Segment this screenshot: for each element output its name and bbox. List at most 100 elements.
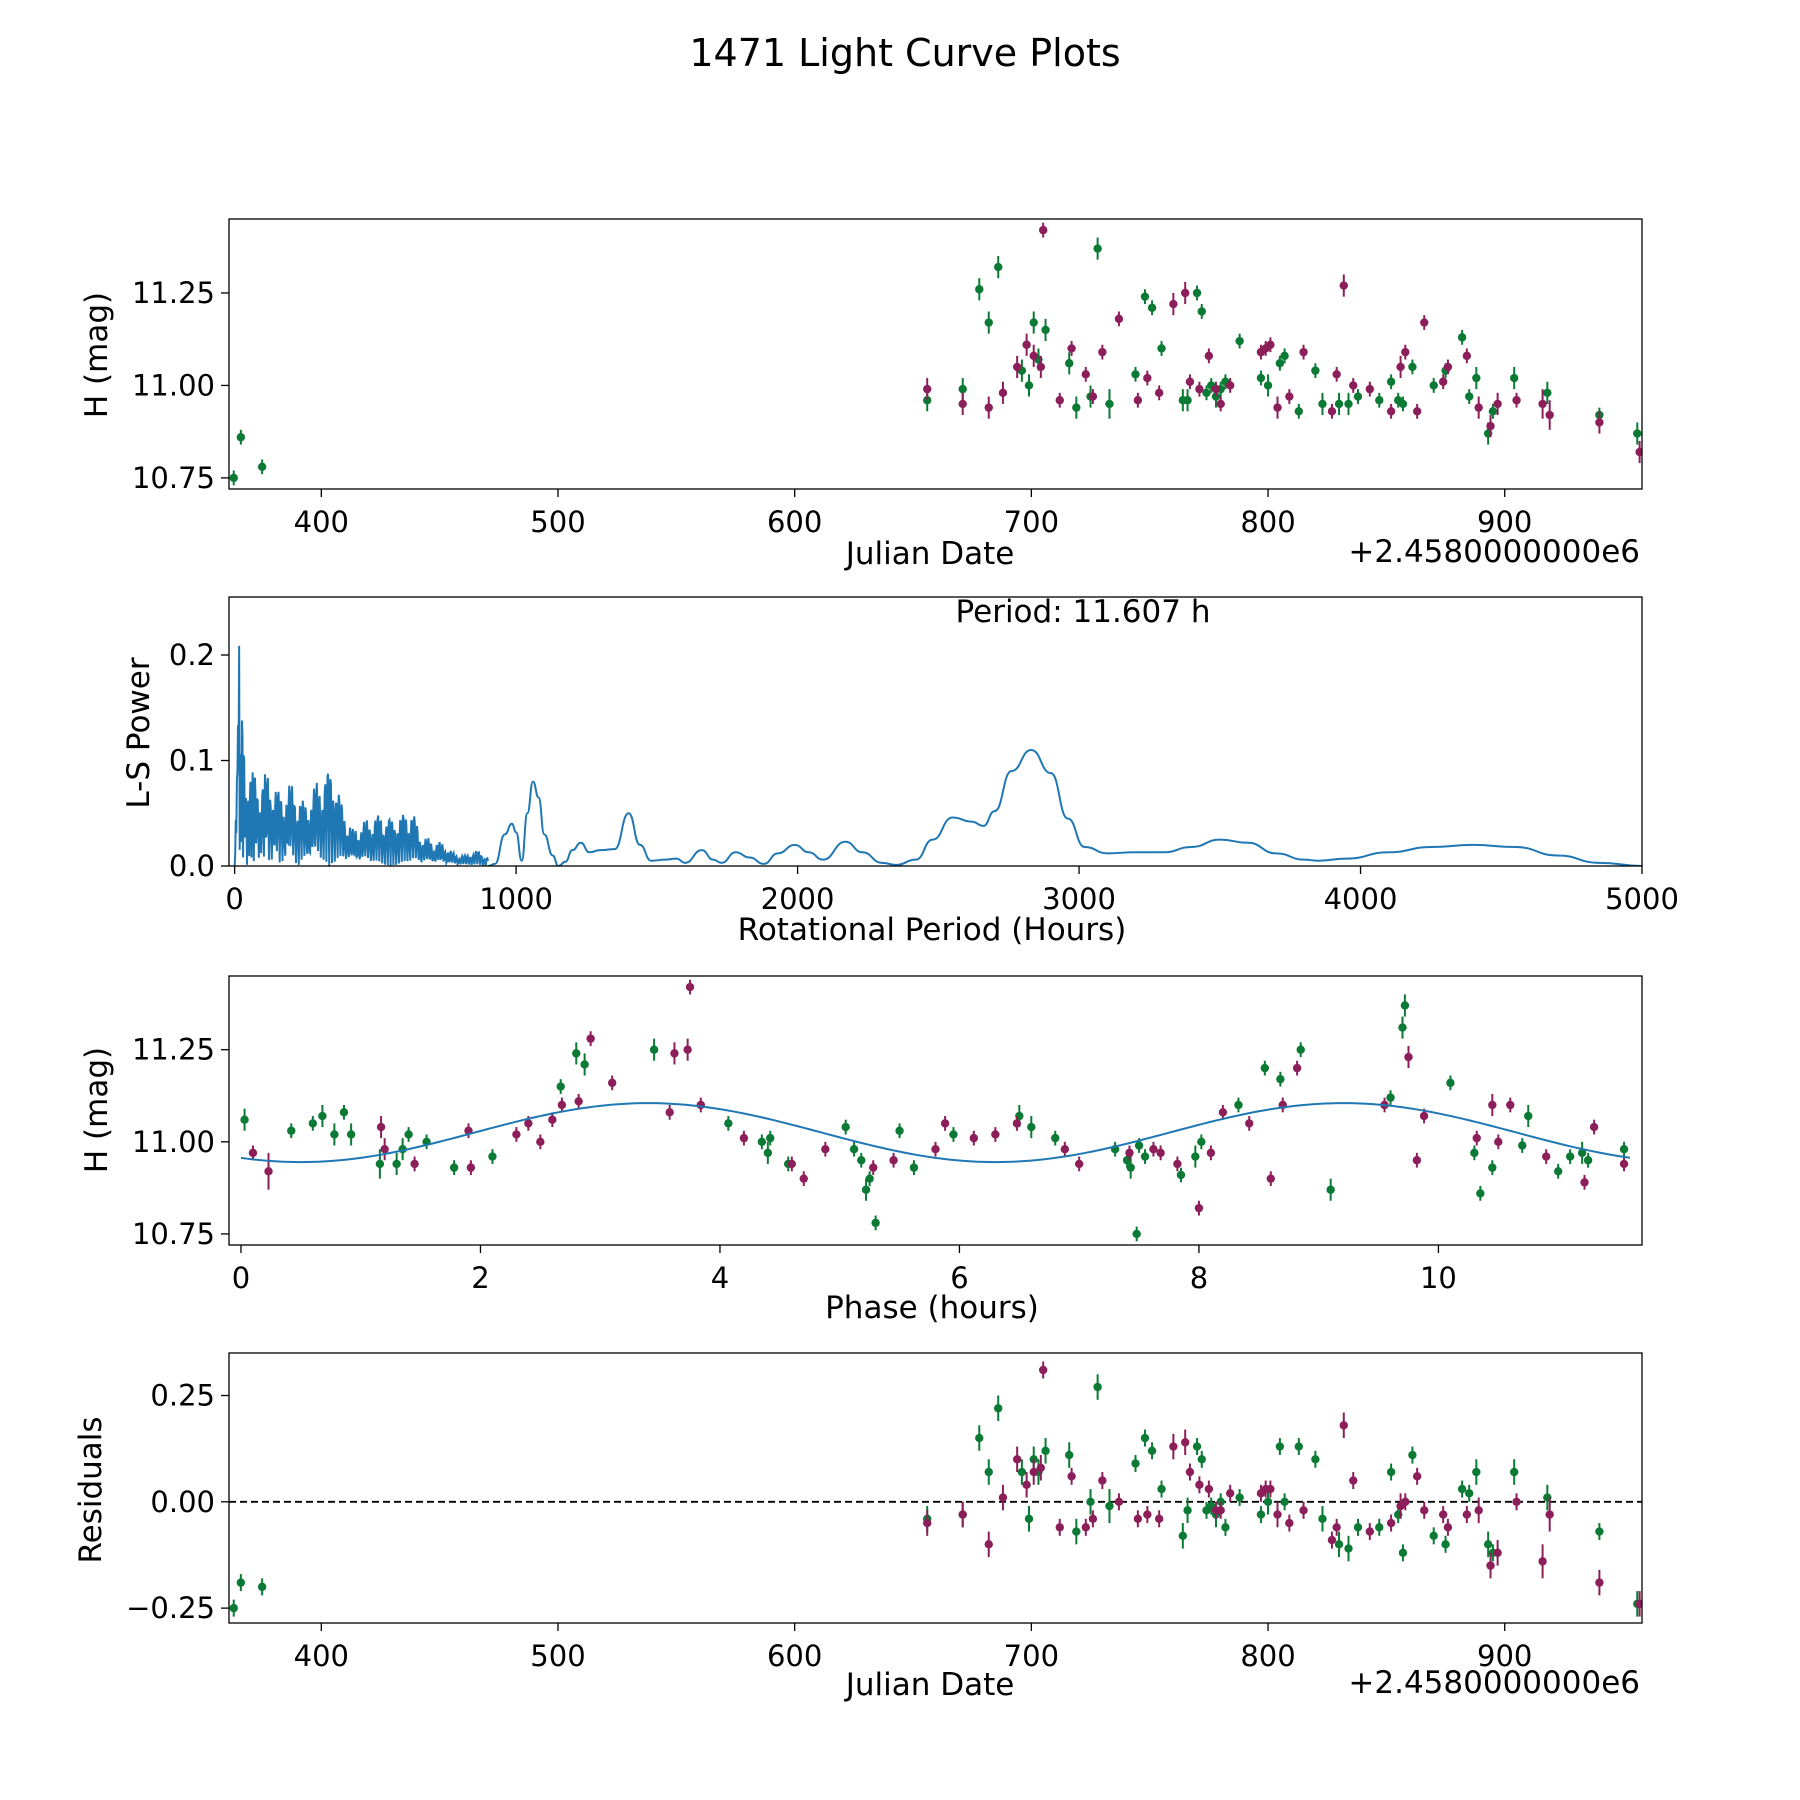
- periodogram-ytick-label: 0.1: [169, 744, 215, 778]
- lightcurve-point-green: [257, 462, 267, 472]
- residuals-point-green: [1065, 1450, 1074, 1460]
- phase-point-purple: [665, 1108, 674, 1117]
- residuals-point-purple: [1154, 1514, 1164, 1524]
- residuals-point-purple: [923, 1518, 932, 1528]
- phase-point-green: [1126, 1163, 1135, 1172]
- residuals-point-green: [1183, 1506, 1192, 1515]
- residuals-point-purple: [1038, 1365, 1048, 1375]
- phase-point-purple: [1173, 1159, 1182, 1169]
- phase-point-green: [318, 1111, 327, 1121]
- phase-point-green: [841, 1122, 850, 1132]
- phase-point-green: [1260, 1063, 1270, 1073]
- residuals-ytick-label: 0.00: [150, 1485, 215, 1519]
- residuals-point-purple: [1443, 1523, 1453, 1532]
- phase-xtick-label: 6: [950, 1261, 968, 1295]
- lightcurve-point-green: [1192, 288, 1202, 298]
- phase-point-purple: [1292, 1063, 1302, 1073]
- residuals-point-purple: [1088, 1514, 1098, 1524]
- residuals-point-purple: [1285, 1518, 1294, 1528]
- phase-point-purple: [1194, 1203, 1204, 1213]
- phase-point-green: [949, 1130, 958, 1139]
- phase-point-purple: [940, 1119, 950, 1128]
- lightcurve-point-purple: [958, 399, 967, 409]
- phase-point-green: [1446, 1078, 1455, 1088]
- residuals-panel: Julian Date Residuals +2.4580000000e6 40…: [73, 1352, 1643, 1703]
- residuals-point-green: [1263, 1497, 1273, 1507]
- phase-point-green: [724, 1119, 733, 1128]
- residuals-ytick-label: −0.25: [126, 1591, 215, 1625]
- phase-point-purple: [670, 1049, 679, 1058]
- periodogram-plot-area: [233, 645, 1642, 866]
- residuals-point-green: [984, 1467, 993, 1477]
- lightcurve-xtick-label: 800: [1240, 505, 1295, 539]
- lightcurve-point-green: [1465, 392, 1474, 401]
- phase-point-purple: [264, 1167, 273, 1176]
- lightcurve-point-purple: [1327, 407, 1337, 416]
- phase-point-green: [488, 1152, 497, 1161]
- residuals-xtick-label: 900: [1477, 1639, 1532, 1673]
- residuals-point-purple: [1098, 1476, 1107, 1485]
- phase-point-green: [1583, 1156, 1593, 1165]
- phase-point-green: [1051, 1133, 1060, 1143]
- phase-point-purple: [1404, 1052, 1413, 1062]
- residuals-point-green: [1017, 1467, 1027, 1477]
- residuals-point-purple: [1327, 1535, 1337, 1545]
- phase-point-green: [287, 1126, 296, 1135]
- phase-point-green: [392, 1159, 401, 1169]
- phase-point-green: [308, 1119, 318, 1128]
- lightcurve-point-green: [1065, 359, 1074, 368]
- phase-point-purple: [1589, 1122, 1599, 1132]
- residuals-point-green: [1024, 1514, 1034, 1524]
- lightcurve-frame: [228, 218, 1643, 490]
- phase-point-purple: [1206, 1148, 1216, 1158]
- lightcurve-point-purple: [1143, 373, 1152, 383]
- phase-point-green: [895, 1126, 904, 1135]
- phase-panel: Phase (hours) H (mag) 0 2 4 6 8 10 10.75 11.00 1…: [79, 975, 1643, 1326]
- residuals-point-purple: [998, 1493, 1008, 1502]
- phase-point-green: [240, 1115, 249, 1124]
- residuals-point-green: [1483, 1540, 1493, 1549]
- lightcurve-point-green: [229, 473, 238, 483]
- phase-ytick-label: 10.75: [132, 1217, 215, 1251]
- phase-xtick-label: 8: [1190, 1261, 1208, 1295]
- phase-point-purple: [1074, 1159, 1084, 1169]
- lightcurve-point-purple: [1285, 392, 1294, 401]
- lightcurve-point-purple: [1545, 410, 1554, 420]
- lightcurve-point-purple: [1420, 318, 1429, 327]
- phase-point-purple: [799, 1174, 808, 1183]
- periodogram-ylabel: L-S Power: [121, 657, 157, 808]
- lightcurve-point-green: [1429, 381, 1438, 390]
- residuals-point-green: [1280, 1497, 1289, 1507]
- lightcurve-point-green: [958, 384, 967, 394]
- phase-point-purple: [869, 1163, 878, 1172]
- phase-point-purple: [1488, 1100, 1497, 1110]
- lightcurve-point-purple: [1299, 347, 1308, 357]
- phase-point-purple: [376, 1122, 386, 1132]
- residuals-point-green: [1595, 1527, 1604, 1536]
- phase-xtick-label: 0: [232, 1261, 250, 1295]
- lightcurve-point-purple: [1038, 225, 1048, 235]
- phase-point-green: [909, 1163, 919, 1172]
- residuals-point-green: [975, 1433, 984, 1443]
- lightcurve-point-purple: [1365, 384, 1375, 394]
- phase-point-green: [1176, 1170, 1186, 1180]
- lightcurve-point-purple: [1332, 370, 1341, 379]
- lightcurve-point-purple: [1443, 362, 1453, 372]
- phase-point-purple: [931, 1144, 940, 1154]
- periodogram-xtick-label: 5000: [1605, 882, 1679, 916]
- periodogram-ytick-label: 0.0: [169, 849, 215, 883]
- lightcurve-point-purple: [1055, 396, 1064, 405]
- lightcurve-point-purple: [998, 388, 1008, 398]
- residuals-point-purple: [1273, 1510, 1282, 1519]
- residuals-point-purple: [1486, 1561, 1495, 1570]
- phase-frame: [228, 975, 1643, 1246]
- lightcurve-point-purple: [1169, 299, 1178, 309]
- lightcurve-xtick-label: 700: [1004, 505, 1059, 539]
- phase-xtick-label: 2: [471, 1261, 489, 1295]
- periodogram-xtick-label: 2000: [761, 882, 835, 916]
- phase-point-green: [339, 1108, 349, 1117]
- lightcurve-xtick-label: 900: [1477, 505, 1532, 539]
- residuals-point-purple: [1036, 1463, 1046, 1473]
- lightcurve-offset-text: +2.4580000000e6: [1348, 534, 1640, 570]
- residuals-point-purple: [1225, 1489, 1235, 1498]
